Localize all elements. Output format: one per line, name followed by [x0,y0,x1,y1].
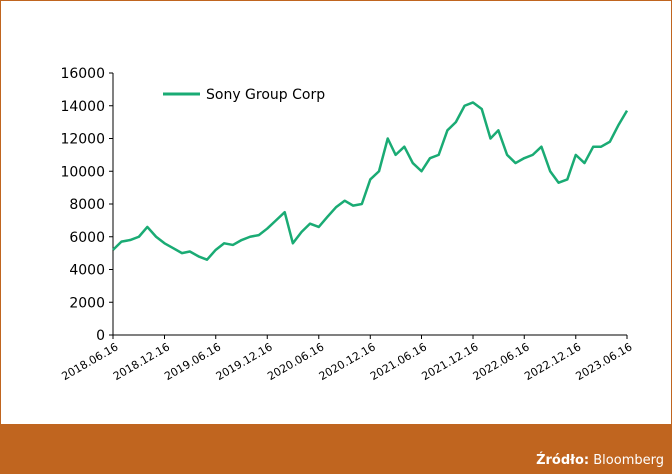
x-tick-label: 2022.06.16 [471,340,532,383]
source-label: Źródło: [536,453,590,468]
x-tick-label: 2021.12.16 [419,340,480,383]
x-tick-label: 2021.06.16 [368,340,429,383]
x-tick-label: 2022.12.16 [522,340,583,383]
x-tick-label: 2019.06.16 [162,340,223,383]
x-tick-label: 2018.06.16 [59,340,120,383]
footer: Źródło: Bloomberg [0,425,672,474]
y-tick-label: 12000 [60,132,105,148]
y-tick-label: 0 [96,328,105,344]
y-tick-label: 4000 [69,263,105,279]
x-tick-label: 2019.12.16 [214,340,275,383]
x-tick-label: 2023.06.16 [573,340,634,383]
y-tick-label: 6000 [69,230,105,246]
series-line [112,101,629,261]
x-tick-label: 2018.12.16 [111,340,172,383]
y-tick-label: 2000 [69,295,105,311]
x-tick-label: 2020.12.16 [317,340,378,383]
y-tick-label: 10000 [60,164,105,180]
x-tick-label: 2020.06.16 [265,340,326,383]
legend-label: Sony Group Corp [206,87,325,103]
y-tick-label: 14000 [60,99,105,115]
y-tick-label: 8000 [69,197,105,213]
source-text: Bloomberg [593,453,664,468]
y-tick-label: 16000 [60,66,105,82]
source: Źródło: Bloomberg [536,453,664,468]
chart: 0 2000 4000 6000 8000 10000 12000 14000 16000 201… [0,0,672,425]
